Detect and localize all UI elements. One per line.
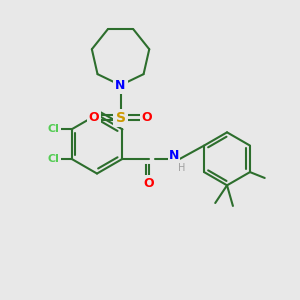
- Text: H: H: [178, 163, 186, 173]
- Text: N: N: [169, 149, 179, 162]
- Text: O: O: [142, 111, 152, 124]
- Text: Cl: Cl: [48, 154, 60, 164]
- Text: O: O: [89, 111, 99, 124]
- Text: S: S: [116, 111, 126, 124]
- Text: Cl: Cl: [48, 124, 60, 134]
- Text: N: N: [116, 79, 126, 92]
- Text: O: O: [144, 177, 154, 190]
